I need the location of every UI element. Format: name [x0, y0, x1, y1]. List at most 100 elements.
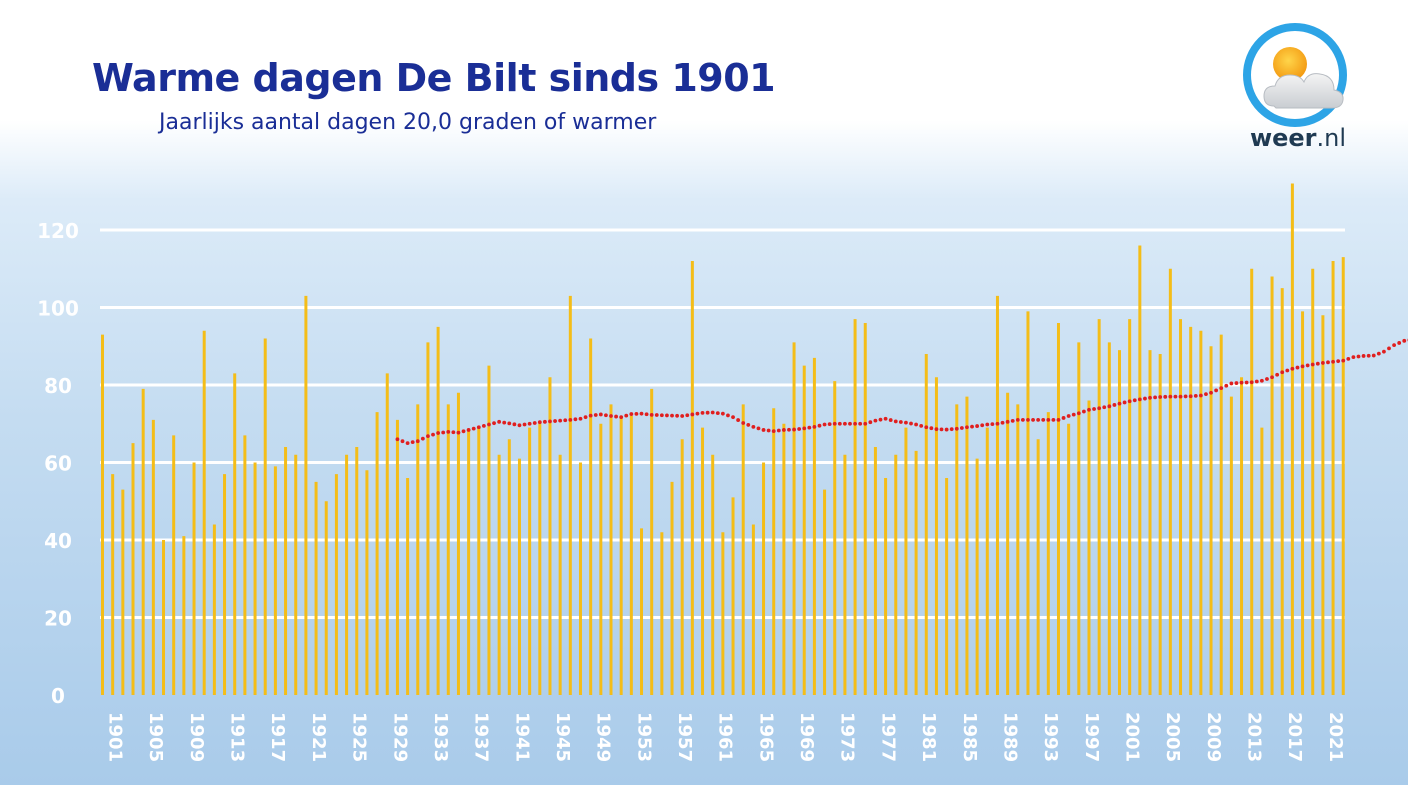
- bar: [1148, 350, 1152, 695]
- bar: [1229, 396, 1233, 695]
- bar: [426, 342, 430, 695]
- bar: [446, 404, 450, 695]
- x-tick-label: 1981: [918, 712, 939, 762]
- bar: [1046, 412, 1050, 695]
- trend-point: [781, 428, 786, 432]
- bar: [507, 439, 511, 695]
- bar: [812, 357, 816, 695]
- trend-point: [985, 422, 990, 427]
- trend-point: [1234, 381, 1239, 385]
- bar: [1179, 319, 1183, 695]
- bar: [1189, 326, 1193, 695]
- trend-point: [1366, 353, 1371, 358]
- trend-point: [1046, 417, 1051, 422]
- bar: [894, 454, 898, 695]
- bar: [843, 454, 847, 695]
- bar: [568, 295, 572, 695]
- bar: [1077, 342, 1081, 695]
- bar: [701, 427, 705, 695]
- trend-point: [929, 426, 934, 431]
- x-tick-label: 1977: [877, 712, 898, 762]
- trend-point: [705, 410, 710, 415]
- bar: [1158, 354, 1162, 695]
- y-tick-label: 40: [44, 529, 72, 553]
- trend-point: [1112, 403, 1117, 407]
- bar: [314, 481, 318, 695]
- trend-point: [980, 423, 985, 428]
- x-tick-label: 2001: [1122, 712, 1143, 762]
- bar: [1199, 330, 1203, 695]
- trend-point: [1214, 388, 1219, 393]
- trend-point: [1244, 380, 1249, 385]
- trend-point: [553, 419, 557, 423]
- trend-point: [761, 428, 766, 432]
- trend-point: [832, 421, 837, 426]
- x-tick-label: 1953: [633, 712, 654, 762]
- trend-point: [878, 417, 883, 422]
- trend-point: [548, 419, 552, 424]
- bar: [619, 416, 623, 695]
- trend-point: [1041, 417, 1046, 422]
- trend-point: [1000, 420, 1005, 425]
- trend-point: [924, 425, 929, 430]
- trend-point: [1132, 398, 1137, 403]
- bar: [365, 470, 369, 695]
- bar: [121, 489, 125, 695]
- bar: [324, 501, 328, 695]
- logo-brand: weer: [1249, 124, 1317, 152]
- trend-point: [965, 425, 969, 430]
- x-tick-label: 1921: [308, 712, 329, 762]
- x-tick-label: 2013: [1244, 712, 1265, 762]
- bar: [182, 536, 186, 695]
- trend-point: [970, 424, 974, 429]
- bar: [497, 454, 501, 695]
- bar: [660, 532, 664, 695]
- trend-point: [863, 421, 868, 426]
- x-tick-label: 1929: [389, 712, 410, 762]
- x-tick-label: 1941: [511, 712, 532, 762]
- bar: [680, 439, 684, 695]
- x-tick-label: 1925: [349, 712, 370, 762]
- trend-point: [471, 426, 476, 431]
- trend-point: [898, 420, 903, 424]
- bar: [863, 323, 867, 695]
- bar: [1107, 342, 1111, 695]
- trend-point: [1036, 417, 1041, 422]
- x-tick-label: 1945: [552, 712, 573, 762]
- bar: [1006, 392, 1010, 695]
- trend-point: [1392, 343, 1396, 347]
- trend-point: [680, 414, 685, 418]
- x-tick-label: 2017: [1284, 712, 1305, 762]
- trend-point: [649, 412, 654, 417]
- trend-point: [476, 425, 481, 430]
- trend-point: [634, 411, 639, 416]
- trend-point: [1092, 407, 1096, 411]
- bar: [192, 462, 196, 695]
- trend-point: [893, 419, 898, 424]
- trend-point: [726, 413, 730, 418]
- trend-point: [1290, 366, 1295, 371]
- trend-point: [868, 420, 873, 425]
- trend-point: [736, 418, 741, 422]
- bar: [304, 295, 308, 695]
- bar: [1280, 288, 1284, 695]
- bar: [741, 404, 745, 695]
- trend-point: [873, 418, 878, 423]
- trend-point: [710, 410, 715, 415]
- trend-point: [1270, 375, 1274, 380]
- trend-point: [1285, 368, 1290, 373]
- trend-point: [1397, 341, 1402, 345]
- bar: [1219, 334, 1223, 695]
- trend-point: [1300, 364, 1305, 369]
- trend-point: [1219, 386, 1224, 390]
- trend-point: [1163, 394, 1168, 399]
- trend-point: [1148, 395, 1152, 400]
- trend-point: [1071, 412, 1076, 417]
- trend-point: [563, 418, 568, 423]
- x-tick-label: 1961: [715, 712, 736, 762]
- bar: [375, 412, 379, 695]
- bar: [609, 404, 613, 695]
- bar: [802, 365, 806, 695]
- bar: [1087, 400, 1091, 695]
- trend-point: [593, 413, 598, 417]
